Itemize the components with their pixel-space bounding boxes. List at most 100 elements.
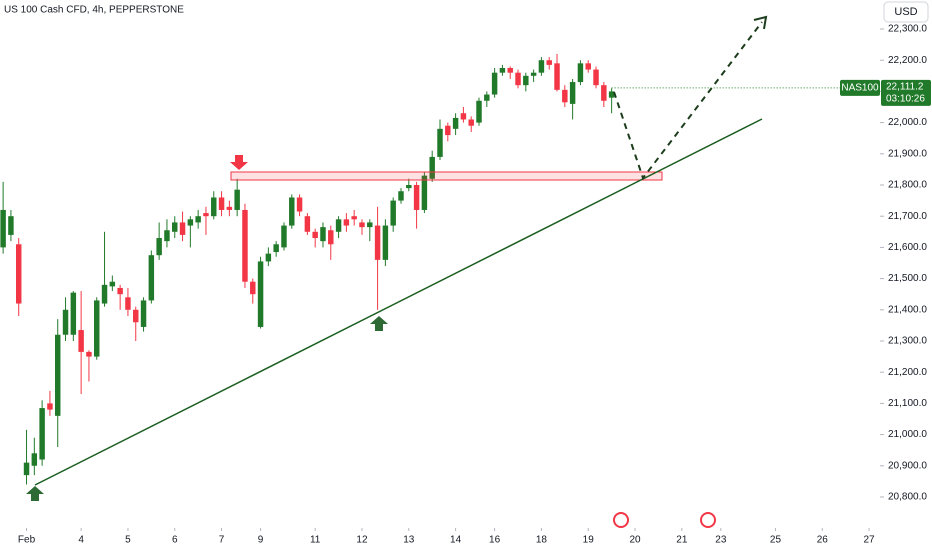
candle-body xyxy=(47,403,53,410)
event-icon[interactable] xyxy=(613,512,629,528)
y-tick-label: 21,800.0 xyxy=(888,180,927,191)
candle-body xyxy=(86,351,92,357)
candle-body xyxy=(23,462,30,476)
candle-body xyxy=(460,113,467,120)
candles xyxy=(0,53,615,485)
candle-body xyxy=(359,222,365,228)
candle-body xyxy=(406,184,412,189)
candle-body xyxy=(195,216,201,223)
candle-body xyxy=(8,216,14,235)
candle-body xyxy=(281,225,287,248)
candle-body xyxy=(179,222,186,235)
symbol: NAS100 xyxy=(841,83,879,94)
candle-body xyxy=(374,225,381,260)
x-tick-label: 7 xyxy=(219,535,225,546)
candle-body xyxy=(125,297,131,310)
candle-body xyxy=(554,63,560,90)
candle-body xyxy=(226,206,233,210)
y-tick-label: 20,900.0 xyxy=(888,460,927,471)
x-tick-label: 14 xyxy=(450,535,462,546)
candle-body xyxy=(499,68,506,73)
candle-body xyxy=(78,330,84,352)
candle-body xyxy=(172,222,178,232)
trend-line xyxy=(34,118,763,486)
x-tick-label: 9 xyxy=(258,535,264,546)
candle-body xyxy=(94,300,100,357)
x-tick-label: 21 xyxy=(676,535,688,546)
candle-body xyxy=(546,60,552,65)
candle-body xyxy=(273,244,279,253)
candle-body xyxy=(343,219,350,226)
candle-body xyxy=(312,231,318,239)
y-tick-label: 21,100.0 xyxy=(888,398,927,409)
y-tick-label: 21,200.0 xyxy=(888,367,927,378)
currency: USD xyxy=(894,6,917,18)
candle-body xyxy=(55,334,61,416)
candle-body xyxy=(382,225,389,260)
candle-body xyxy=(491,72,498,95)
candle-body xyxy=(234,189,240,210)
x-tick-label: 20 xyxy=(629,535,641,546)
candle-body xyxy=(250,281,256,295)
currency-button[interactable] xyxy=(883,1,929,23)
candle-body xyxy=(31,453,38,466)
y-tick-label: 22,000.0 xyxy=(888,117,927,128)
x-tick-label: 11 xyxy=(310,535,321,546)
x-tick-label: 19 xyxy=(583,535,595,546)
candle-body xyxy=(468,119,474,126)
candle-body xyxy=(507,68,513,73)
x-tick-label: 6 xyxy=(172,535,178,546)
y-tick-label: 21,300.0 xyxy=(888,336,927,347)
projection-path xyxy=(613,21,763,181)
event-icon[interactable] xyxy=(700,512,716,528)
candle-body xyxy=(367,222,373,228)
x-tick-label: Feb xyxy=(18,535,36,546)
candle-body xyxy=(569,82,576,104)
y-tick-label: 21,700.0 xyxy=(888,211,927,222)
x-tick-label: 13 xyxy=(403,535,415,546)
projection-arrowhead xyxy=(753,15,768,30)
up-arrow xyxy=(26,486,44,501)
y-tick-label: 21,000.0 xyxy=(888,429,927,440)
candle-body xyxy=(562,89,568,103)
candle-body xyxy=(445,125,451,136)
countdown: 03:10:26 xyxy=(886,94,925,105)
y-tick-label: 21,500.0 xyxy=(888,273,927,284)
candle-body xyxy=(608,91,615,98)
y-tick-label: 20,800.0 xyxy=(888,492,927,503)
candle-body xyxy=(530,72,537,76)
candle-body xyxy=(101,284,108,304)
candle-body xyxy=(320,227,326,242)
candle-body xyxy=(140,300,147,327)
candle-body xyxy=(203,213,209,217)
x-tick-label: 5 xyxy=(125,535,131,546)
up-arrow xyxy=(370,316,388,331)
x-tick-label: 26 xyxy=(817,535,829,546)
x-tick-label: 4 xyxy=(78,535,84,546)
candle-body xyxy=(109,281,116,287)
candle-body xyxy=(257,261,264,327)
candle-body xyxy=(0,209,6,248)
y-tick-label: 21,600.0 xyxy=(888,242,927,253)
candle-body xyxy=(484,94,490,101)
x-tick-label: 23 xyxy=(715,535,727,546)
candle-body xyxy=(62,309,69,335)
candle-body xyxy=(218,197,225,210)
candle-body xyxy=(164,230,170,242)
x-tick-label: 25 xyxy=(770,535,782,546)
down-arrow xyxy=(230,155,248,170)
candle-body xyxy=(211,197,217,217)
candle-body xyxy=(585,63,591,70)
candle-body xyxy=(328,230,334,245)
y-tick-label: 21,900.0 xyxy=(888,148,927,159)
candle-body xyxy=(187,219,194,226)
candle-body xyxy=(421,175,428,210)
candle-body xyxy=(15,244,22,304)
candle-body xyxy=(476,100,482,123)
candle-body xyxy=(515,72,521,86)
candle-body xyxy=(413,184,420,210)
candle-body xyxy=(601,85,607,101)
candle-body xyxy=(289,197,295,226)
chart-title: US 100 Cash CFD, 4h, PEPPERSTONE xyxy=(4,5,184,16)
